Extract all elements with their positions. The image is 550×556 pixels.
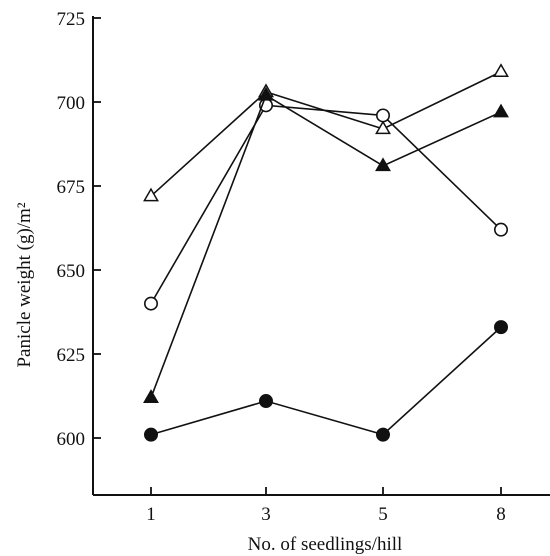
y-tick-label: 700 bbox=[57, 93, 86, 114]
x-tick-label: 1 bbox=[146, 504, 156, 525]
y-axis-title: Panicle weight (g)/m² bbox=[14, 202, 35, 367]
y-tick-label: 600 bbox=[57, 429, 86, 450]
data-point bbox=[375, 427, 390, 442]
y-tick-label: 650 bbox=[57, 261, 86, 282]
series-line bbox=[150, 326, 502, 436]
data-point bbox=[493, 63, 509, 78]
series-filled-circle bbox=[144, 320, 508, 442]
x-tick-label: 5 bbox=[378, 504, 388, 525]
data-point bbox=[375, 157, 391, 172]
data-point bbox=[144, 427, 159, 442]
data-point bbox=[493, 320, 508, 335]
axes: 600 625 650 675 700 725 1 3 5 8 bbox=[57, 9, 550, 525]
data-point bbox=[375, 108, 390, 123]
data-point bbox=[258, 394, 273, 409]
series-line bbox=[150, 94, 502, 398]
data-point bbox=[143, 389, 159, 403]
data-point bbox=[493, 222, 508, 237]
y-tick-label: 675 bbox=[57, 177, 86, 198]
x-tick-label: 8 bbox=[496, 504, 506, 525]
series-line bbox=[150, 71, 502, 197]
data-point bbox=[375, 120, 391, 135]
y-tick-label: 625 bbox=[57, 345, 86, 366]
x-axis-title: No. of seedlings/hill bbox=[248, 534, 403, 555]
data-point bbox=[144, 296, 159, 311]
series-line bbox=[150, 104, 502, 305]
data-point bbox=[493, 103, 509, 118]
data-point bbox=[143, 187, 159, 202]
series-open-triangle bbox=[143, 63, 509, 202]
y-tick-label: 725 bbox=[57, 9, 86, 30]
series-filled-triangle bbox=[143, 86, 509, 403]
series-layer bbox=[143, 63, 509, 442]
x-tick-label: 3 bbox=[261, 504, 271, 525]
data-point bbox=[258, 86, 274, 101]
